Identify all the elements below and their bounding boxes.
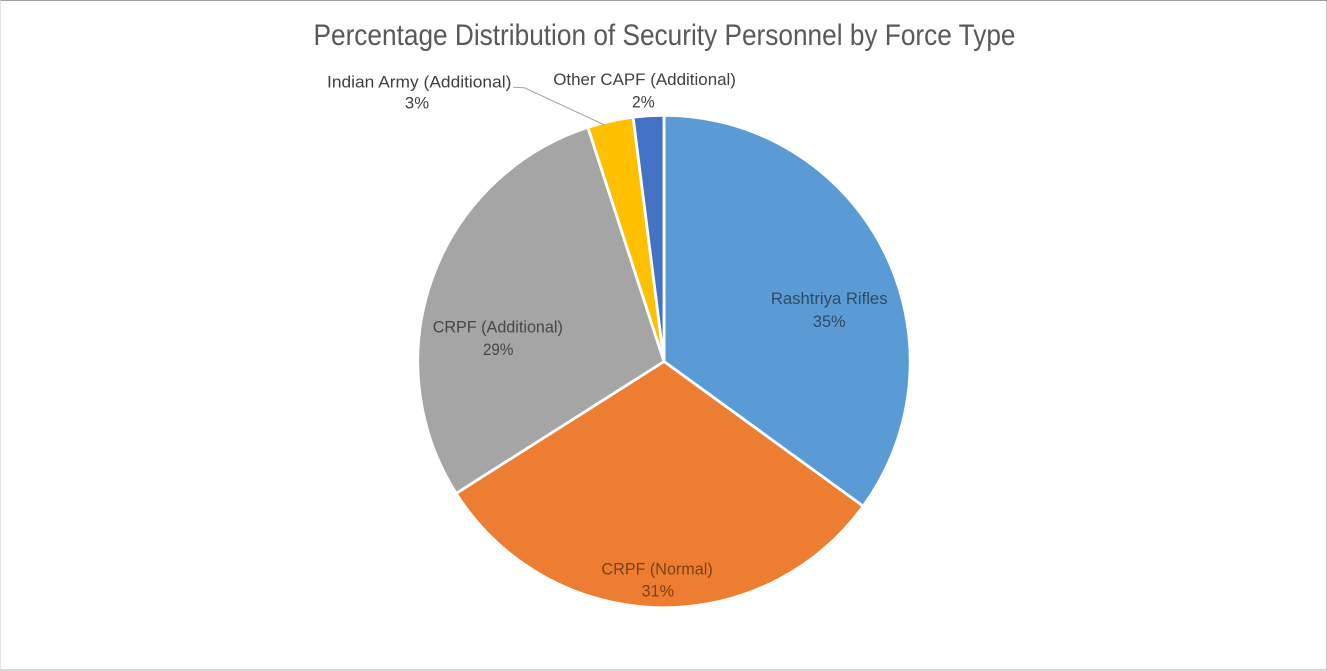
svg-text:Other CAPF (Additional): Other CAPF (Additional): [553, 70, 736, 89]
svg-text:Rashtriya Rifles: Rashtriya Rifles: [771, 289, 888, 308]
svg-text:CRPF (Additional): CRPF (Additional): [433, 317, 563, 336]
svg-text:35%: 35%: [813, 312, 846, 331]
svg-text:CRPF (Normal): CRPF (Normal): [602, 559, 713, 578]
svg-text:Indian Army (Additional): Indian Army (Additional): [327, 72, 511, 91]
svg-text:31%: 31%: [642, 581, 675, 600]
svg-text:3%: 3%: [405, 93, 429, 112]
svg-text:2%: 2%: [632, 93, 655, 112]
svg-text:29%: 29%: [483, 340, 514, 359]
svg-text:Percentage Distribution of Sec: Percentage Distribution of Security Pers…: [314, 19, 1016, 52]
